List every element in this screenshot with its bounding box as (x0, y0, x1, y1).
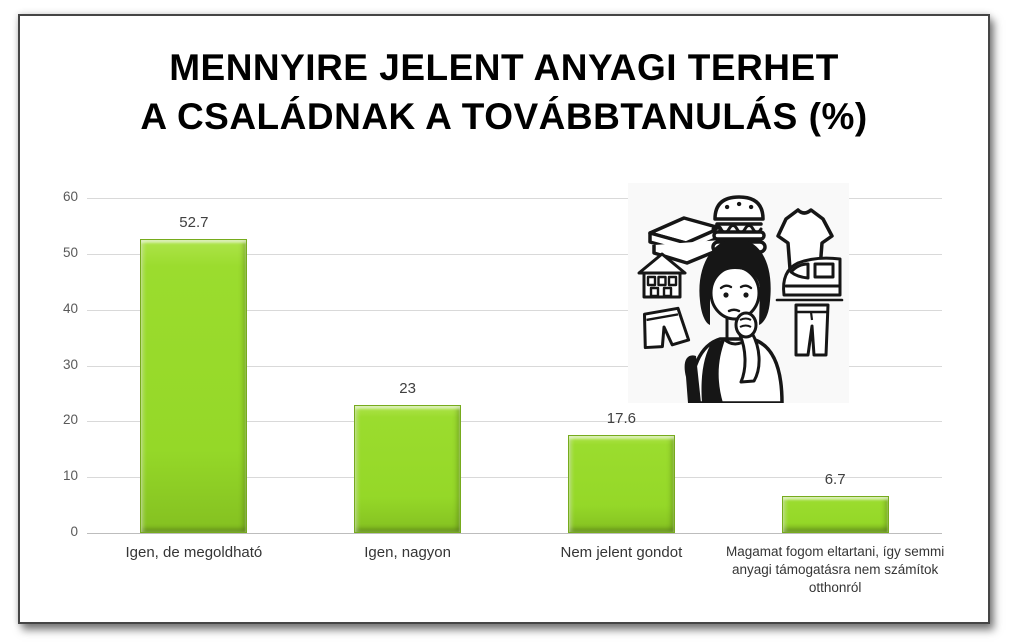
y-tick-label: 0 (70, 524, 78, 539)
gridline (87, 365, 942, 367)
thinking-student-illustration (628, 183, 849, 403)
bar-value-label: 17.6 (606, 409, 636, 427)
gridline (87, 198, 942, 199)
x-category-label: Nem jelent gondot (560, 544, 683, 561)
bar (567, 434, 675, 533)
gridline (87, 477, 942, 479)
jeans-icon (794, 303, 830, 357)
y-tick-label: 50 (62, 244, 78, 260)
chart-title-line1: MENNYIRE JELENT ANYAGI TERHET (169, 47, 839, 88)
bar (354, 404, 462, 533)
x-category-label: Igen, de megoldható (125, 544, 263, 561)
bar-value-label: 6.7 (824, 470, 846, 488)
gridline (87, 533, 942, 534)
shorts-icon (642, 306, 691, 350)
y-tick-label: 10 (62, 468, 78, 484)
bar (140, 238, 248, 533)
chart-title-line2: A CSALÁDNAK A TOVÁBBTANULÁS (%) (140, 96, 868, 137)
y-tick-label: 30 (62, 356, 78, 372)
y-tick-label: 20 (62, 412, 78, 428)
gridline (87, 309, 942, 311)
y-tick-label: 60 (62, 189, 78, 204)
x-category-label: Igen, nagyon (364, 544, 451, 561)
house-icon (637, 252, 687, 299)
bar-value-label: 23 (399, 379, 416, 397)
bar-chart-plot-area: 0 10 20 30 40 50 60 52.7 Igen, de megoldható 23 Ig… (20, 16, 988, 622)
y-tick-label: 40 (62, 300, 78, 316)
x-category-label: Magamat fogom eltartani, így semmi anyag… (725, 544, 945, 596)
chart-card: MENNYIRE JELENT ANYAGI TERHET A CSALÁDNA… (18, 14, 990, 624)
gridline (87, 253, 942, 255)
books-icon (648, 216, 723, 265)
chart-title: MENNYIRE JELENT ANYAGI TERHET A CSALÁDNA… (20, 43, 988, 141)
bar (781, 495, 889, 533)
thinking-girl-figure (684, 239, 784, 403)
gridline (87, 421, 942, 423)
train-icon (775, 256, 844, 302)
bar-value-label: 52.7 (179, 213, 209, 231)
